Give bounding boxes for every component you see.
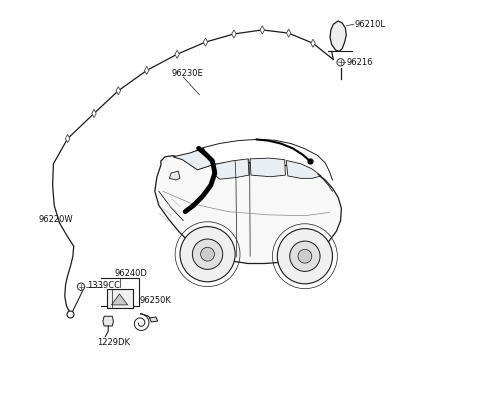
Polygon shape [144,66,149,74]
Polygon shape [204,38,208,46]
Text: 1339CC: 1339CC [87,281,120,290]
Text: 96230E: 96230E [171,69,203,78]
Polygon shape [287,29,291,37]
Polygon shape [311,39,315,47]
Polygon shape [155,155,341,263]
Circle shape [192,239,223,269]
Polygon shape [286,160,321,178]
Text: 96250K: 96250K [139,295,171,304]
Polygon shape [65,135,70,143]
Polygon shape [250,158,286,177]
Circle shape [180,227,235,282]
Polygon shape [260,26,264,34]
Text: 96210L: 96210L [354,20,385,29]
Polygon shape [330,21,346,51]
Circle shape [277,229,333,284]
FancyBboxPatch shape [107,289,133,308]
Text: 96240D: 96240D [114,269,147,278]
Polygon shape [232,30,236,38]
Circle shape [290,241,320,271]
Polygon shape [92,109,96,118]
Polygon shape [103,316,113,326]
Text: 96216: 96216 [346,58,373,67]
Polygon shape [111,294,128,305]
Text: 96220W: 96220W [39,215,73,224]
Polygon shape [173,148,213,170]
Circle shape [337,59,344,66]
Polygon shape [213,159,249,179]
Text: 1229DK: 1229DK [97,338,130,347]
Polygon shape [150,317,157,322]
Circle shape [298,249,312,263]
Circle shape [77,283,84,290]
Polygon shape [175,50,180,58]
Polygon shape [116,87,120,95]
Polygon shape [169,171,180,180]
Circle shape [201,247,215,261]
